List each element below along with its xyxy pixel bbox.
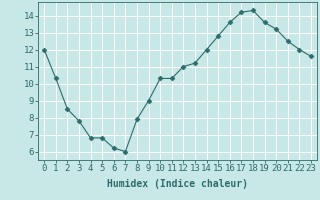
X-axis label: Humidex (Indice chaleur): Humidex (Indice chaleur) — [107, 179, 248, 189]
